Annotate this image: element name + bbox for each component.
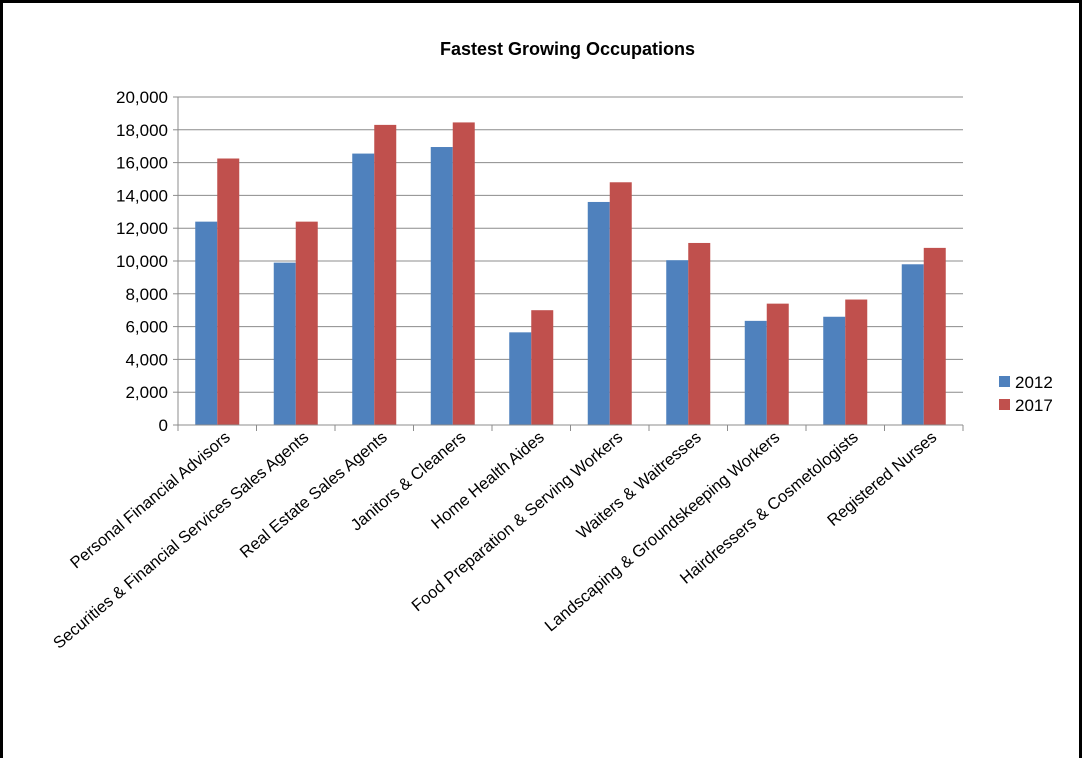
chart-title: Fastest Growing Occupations: [440, 39, 695, 59]
y-tick-label: 10,000: [116, 252, 168, 271]
y-tick-label: 20,000: [116, 88, 168, 107]
legend-label-2017: 2017: [1015, 396, 1053, 415]
y-tick-label: 16,000: [116, 154, 168, 173]
bar-2017-9: [845, 299, 868, 425]
bar-2012-1: [195, 221, 218, 425]
bar-2012-9: [823, 316, 846, 425]
y-tick-label: 6,000: [125, 318, 168, 337]
x-tick-label: Real Estate Sales Agents: [237, 428, 391, 561]
y-tick-label: 4,000: [125, 350, 168, 369]
legend-label-2012: 2012: [1015, 373, 1053, 392]
y-tick-labels: 0 2,000 4,000 6,000 8,000 10,000 12,000 14,000 1…: [116, 88, 168, 435]
bar-2012-7: [666, 260, 689, 425]
bar-2017-5: [531, 310, 554, 425]
bar-2012-10: [901, 264, 924, 425]
x-tick-label: Personal Financial Advisors: [67, 428, 234, 572]
bar-2017-7: [688, 242, 711, 425]
bar-2017-1: [217, 158, 240, 425]
bar-2012-8: [744, 320, 767, 425]
bar-2017-2: [295, 221, 318, 425]
bar-2012-3: [352, 153, 375, 425]
y-tick-label: 18,000: [116, 121, 168, 140]
y-tick-label: 2,000: [125, 383, 168, 402]
bar-2012-6: [587, 201, 610, 425]
axes: [173, 96, 964, 431]
bar-2017-10: [923, 247, 946, 425]
bar-2017-3: [374, 124, 397, 425]
legend-swatch-2012: [999, 376, 1010, 387]
bar-chart: Fastest Growing Occupations 0 2,000 4,000 6…: [50, 39, 1053, 653]
bar-2017-6: [609, 182, 632, 425]
bars: [195, 122, 946, 426]
bar-2012-2: [273, 262, 296, 425]
y-tick-label: 8,000: [125, 285, 168, 304]
y-tick-label: 14,000: [116, 186, 168, 205]
bar-2017-8: [766, 303, 789, 425]
y-tick-label: 12,000: [116, 219, 168, 238]
y-tick-label: 0: [159, 416, 168, 435]
legend: 2012 2017: [999, 373, 1053, 415]
bar-2012-5: [509, 332, 532, 425]
bar-2012-4: [430, 147, 453, 425]
bar-2017-4: [452, 122, 475, 426]
legend-swatch-2017: [999, 399, 1010, 410]
